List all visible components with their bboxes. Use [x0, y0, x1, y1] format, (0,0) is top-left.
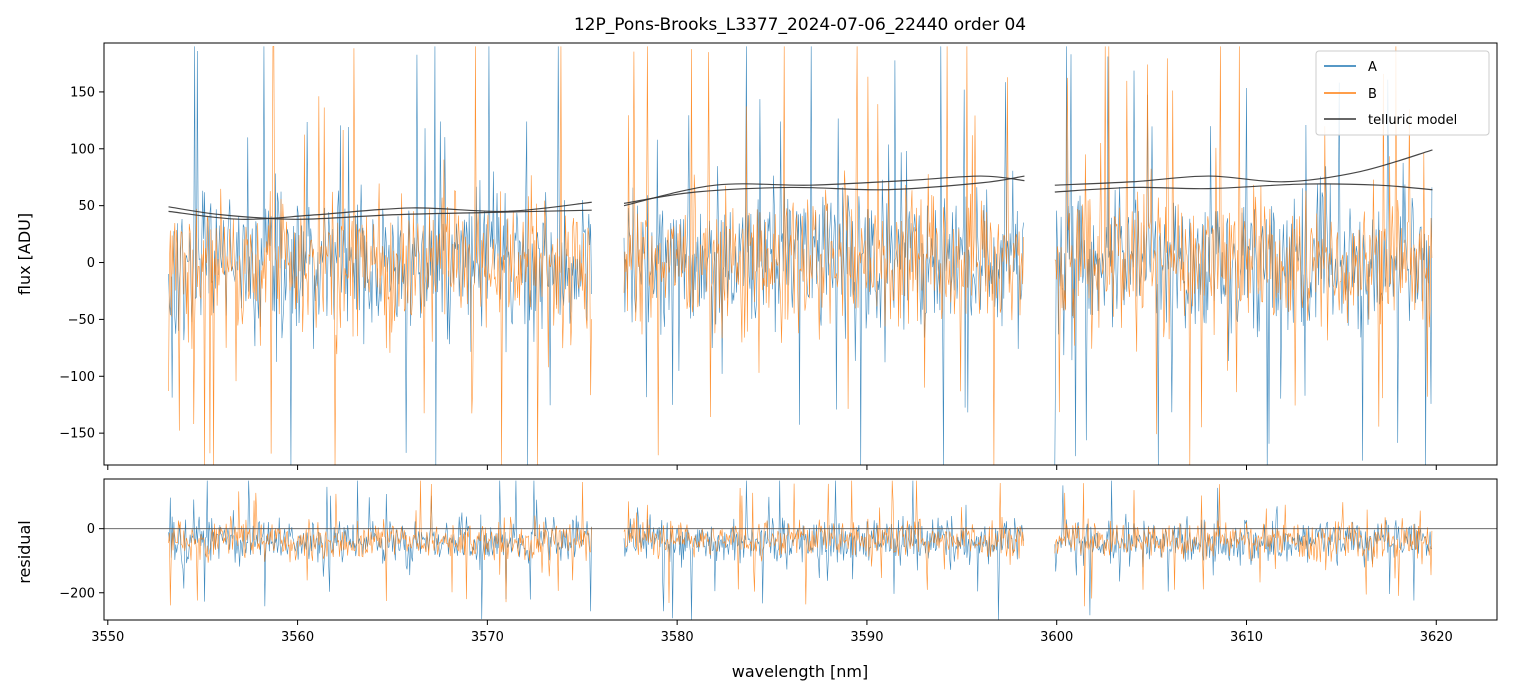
flux-y-tick-label-3: 0 — [87, 256, 95, 271]
residual-b-segment-1 — [168, 480, 592, 606]
x-tick-label-6: 3610 — [1230, 630, 1263, 645]
x-tick-label-3: 3580 — [661, 630, 694, 645]
legend-box — [1315, 50, 1490, 136]
x-tick-label-7: 3620 — [1420, 630, 1453, 645]
flux-y-tick-label-6: 150 — [70, 85, 95, 100]
legend-label-b: B — [1368, 87, 1377, 102]
flux-y-tick-label-1: −100 — [59, 370, 95, 385]
series-a-segment-3 — [1054, 46, 1433, 465]
flux-y-tick-label-4: 50 — [78, 199, 95, 214]
flux-y-tick-label-0: −150 — [59, 427, 95, 442]
flux-x-axis — [107, 465, 1437, 470]
residual-y-axis-label: residual — [15, 520, 34, 583]
series-b-segment-2 — [623, 46, 1024, 465]
residual-y-tick-label-0: −200 — [59, 586, 95, 601]
telluric-model-A-segment-3 — [1054, 149, 1433, 186]
legend: A B telluric model — [1315, 50, 1490, 136]
flux-panel: −150 −100 −50 0 50 100 150 flux [ADU] A B tell… — [15, 42, 1498, 470]
flux-y-axis: −150 −100 −50 0 50 100 150 — [59, 85, 104, 442]
series-b-segment-3 — [1054, 46, 1433, 465]
telluric-model-A-segment-1 — [168, 201, 592, 220]
residual-a-segment-1 — [168, 480, 592, 620]
series-a-segment-2 — [623, 46, 1024, 465]
x-tick-label-0: 3550 — [91, 630, 124, 645]
x-axis-label: wavelength [nm] — [732, 662, 869, 681]
residual-b-segment-3 — [1054, 483, 1433, 607]
flux-y-axis-label: flux [ADU] — [15, 213, 34, 295]
x-tick-label-4: 3590 — [850, 630, 883, 645]
residual-plot-frame — [103, 478, 1498, 621]
series-b-segment-1 — [168, 46, 592, 465]
flux-y-tick-label-5: 100 — [70, 142, 95, 157]
telluric-model-B-segment-1 — [168, 206, 592, 220]
telluric-model-B-segment-3 — [1054, 183, 1433, 193]
telluric-model-A-segment-2 — [623, 175, 1025, 204]
x-tick-label-1: 3560 — [281, 630, 314, 645]
flux-y-tick-label-2: −50 — [68, 313, 95, 328]
residual-y-tick-label-1: 0 — [87, 522, 95, 537]
legend-label-telluric: telluric model — [1368, 113, 1457, 128]
residual-y-axis: −200 0 — [59, 522, 104, 601]
flux-plot-frame — [103, 42, 1498, 466]
residual-panel: −200 0 3550 3560 3570 3580 3590 3600 3610 3620 r… — [15, 478, 1498, 681]
telluric-model-B-segment-2 — [623, 175, 1025, 207]
residual-x-axis: 3550 3560 3570 3580 3590 3600 3610 3620 — [91, 620, 1453, 645]
x-tick-label-5: 3600 — [1040, 630, 1073, 645]
legend-label-a: A — [1368, 60, 1377, 75]
chart-title: 12P_Pons-Brooks_L3377_2024-07-06_22440 o… — [574, 15, 1026, 35]
residual-b-segment-2 — [623, 480, 1024, 605]
x-tick-label-2: 3570 — [471, 630, 504, 645]
